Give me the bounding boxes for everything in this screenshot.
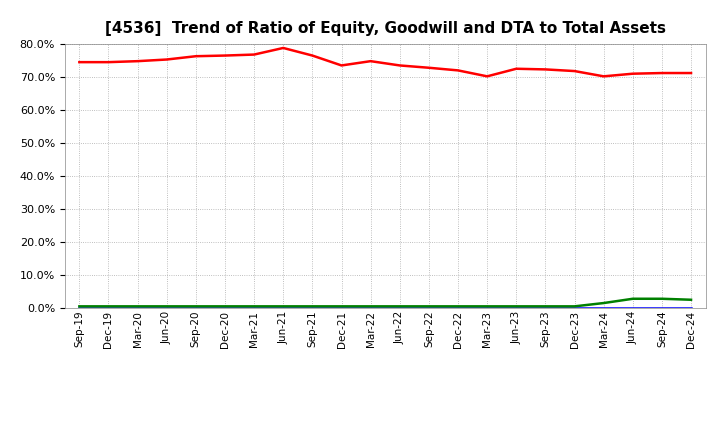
Deferred Tax Assets: [163, 304, 171, 309]
Goodwill: [483, 305, 492, 311]
Deferred Tax Assets: [512, 304, 521, 309]
Equity: [75, 59, 84, 65]
Equity: [541, 67, 550, 72]
Goodwill: [220, 305, 229, 311]
Equity: [366, 59, 375, 64]
Deferred Tax Assets: [366, 304, 375, 309]
Equity: [629, 71, 637, 76]
Equity: [687, 70, 696, 76]
Equity: [163, 57, 171, 62]
Goodwill: [570, 305, 579, 311]
Goodwill: [192, 305, 200, 311]
Goodwill: [366, 305, 375, 311]
Equity: [220, 53, 229, 58]
Equity: [483, 73, 492, 79]
Equity: [279, 45, 287, 51]
Goodwill: [250, 305, 258, 311]
Deferred Tax Assets: [192, 304, 200, 309]
Equity: [104, 59, 113, 65]
Equity: [599, 73, 608, 79]
Equity: [425, 65, 433, 70]
Deferred Tax Assets: [395, 304, 404, 309]
Goodwill: [599, 305, 608, 311]
Equity: [337, 63, 346, 68]
Equity: [512, 66, 521, 71]
Deferred Tax Assets: [133, 304, 142, 309]
Title: [4536]  Trend of Ratio of Equity, Goodwill and DTA to Total Assets: [4536] Trend of Ratio of Equity, Goodwil…: [104, 21, 666, 36]
Goodwill: [657, 305, 666, 311]
Deferred Tax Assets: [629, 296, 637, 301]
Deferred Tax Assets: [454, 304, 462, 309]
Goodwill: [75, 305, 84, 311]
Line: Deferred Tax Assets: Deferred Tax Assets: [79, 299, 691, 306]
Deferred Tax Assets: [483, 304, 492, 309]
Deferred Tax Assets: [541, 304, 550, 309]
Equity: [395, 63, 404, 68]
Goodwill: [687, 305, 696, 311]
Deferred Tax Assets: [425, 304, 433, 309]
Goodwill: [104, 305, 113, 311]
Goodwill: [425, 305, 433, 311]
Goodwill: [629, 305, 637, 311]
Equity: [657, 70, 666, 76]
Deferred Tax Assets: [75, 304, 84, 309]
Equity: [133, 59, 142, 64]
Goodwill: [454, 305, 462, 311]
Deferred Tax Assets: [570, 304, 579, 309]
Equity: [250, 52, 258, 57]
Equity: [308, 53, 317, 58]
Deferred Tax Assets: [657, 296, 666, 301]
Goodwill: [395, 305, 404, 311]
Line: Equity: Equity: [79, 48, 691, 76]
Goodwill: [163, 305, 171, 311]
Deferred Tax Assets: [337, 304, 346, 309]
Goodwill: [337, 305, 346, 311]
Deferred Tax Assets: [599, 301, 608, 306]
Deferred Tax Assets: [220, 304, 229, 309]
Equity: [454, 68, 462, 73]
Deferred Tax Assets: [687, 297, 696, 302]
Goodwill: [133, 305, 142, 311]
Goodwill: [541, 305, 550, 311]
Equity: [570, 68, 579, 73]
Deferred Tax Assets: [250, 304, 258, 309]
Goodwill: [279, 305, 287, 311]
Deferred Tax Assets: [308, 304, 317, 309]
Goodwill: [308, 305, 317, 311]
Deferred Tax Assets: [104, 304, 113, 309]
Deferred Tax Assets: [279, 304, 287, 309]
Equity: [192, 54, 200, 59]
Goodwill: [512, 305, 521, 311]
